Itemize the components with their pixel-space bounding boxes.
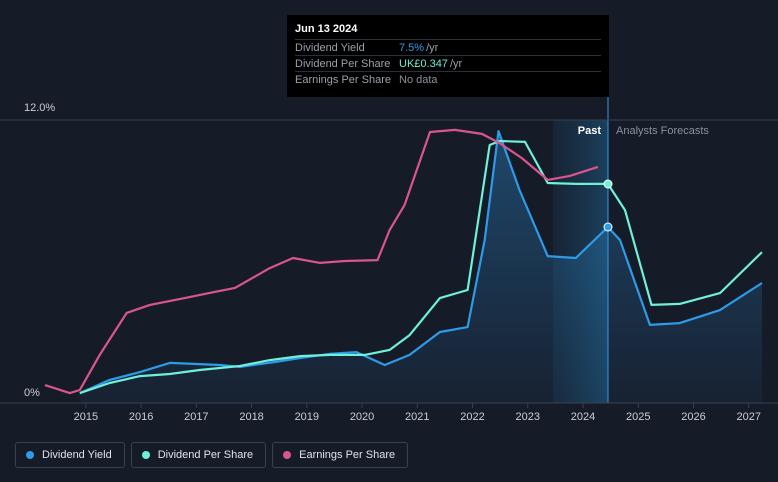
x-tick-label: 2016 — [129, 411, 153, 423]
past-label: Past — [578, 125, 602, 137]
tooltip-unit: /yr — [426, 42, 439, 54]
forecast-label: Analysts Forecasts — [616, 125, 709, 137]
y-tick-label: 0% — [24, 387, 40, 399]
tooltip: Jun 13 2024 Dividend Yield 7.5%/yr Dividen… — [287, 15, 609, 97]
series-line — [79, 130, 763, 395]
legend-item[interactable]: Dividend Yield — [15, 442, 125, 468]
tooltip-value: No data — [399, 74, 438, 86]
legend: Dividend Yield Dividend Per Share Earnings… — [15, 442, 409, 468]
legend-item[interactable]: Earnings Per Share — [272, 442, 409, 468]
x-tick-label: 2015 — [74, 411, 98, 423]
highlight-point — [603, 222, 613, 232]
x-tick-label: 2027 — [737, 411, 761, 423]
legend-item[interactable]: Dividend Per Share — [130, 442, 267, 468]
tooltip-row: Dividend Per Share UK£0.347/yr — [295, 55, 601, 72]
x-tick-label: 2019 — [295, 411, 319, 423]
series-line — [79, 139, 763, 395]
tooltip-unit: /yr — [449, 58, 463, 70]
x-tick-label: 2024 — [571, 411, 595, 423]
x-tick-label: 2017 — [184, 411, 208, 423]
tooltip-label: Dividend Yield — [295, 42, 365, 54]
legend-label: Dividend Yield — [42, 449, 112, 461]
legend-swatch — [141, 451, 150, 459]
x-tick-label: 2025 — [626, 411, 650, 423]
tooltip-row: Earnings Per Share No data — [295, 71, 601, 88]
y-tick-label: 12.0% — [24, 102, 55, 114]
x-tick-label: 2023 — [516, 411, 540, 423]
legend-swatch — [26, 451, 34, 459]
tooltip-value: 7.5% — [399, 42, 425, 54]
x-tick-label: 2022 — [460, 411, 484, 423]
area — [79, 131, 762, 403]
series-line — [44, 128, 599, 395]
legend-label: Dividend Per Share — [157, 449, 254, 461]
tooltip-label: Dividend Per Share — [295, 58, 391, 70]
highlight-point — [603, 179, 613, 189]
tooltip-label: Earnings Per Share — [295, 74, 391, 86]
legend-swatch — [283, 451, 292, 459]
tooltip-row: Dividend Yield 7.5%/yr — [295, 39, 601, 56]
x-tick-label: 2021 — [405, 411, 429, 423]
legend-label: Earnings Per Share — [299, 449, 396, 461]
x-tick-label: 2026 — [681, 411, 705, 423]
x-tick-label: 2020 — [350, 411, 374, 423]
tooltip-value: UK£0.347 — [399, 58, 448, 70]
x-tick-label: 2018 — [239, 411, 263, 423]
tooltip-date: Jun 13 2024 — [295, 23, 358, 35]
